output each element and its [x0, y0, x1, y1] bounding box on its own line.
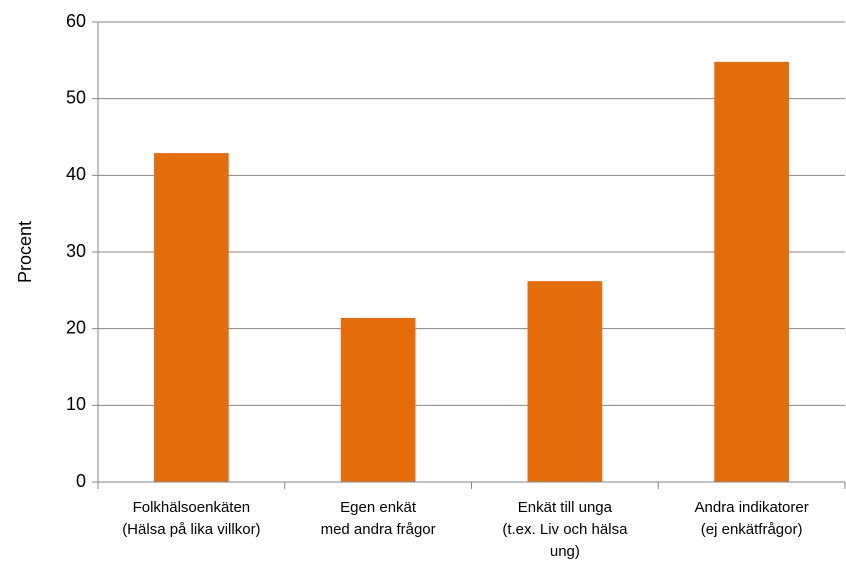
y-tick-label: 30 — [66, 241, 86, 261]
y-tick-label: 20 — [66, 317, 86, 337]
bar — [714, 61, 789, 482]
bar — [340, 317, 416, 482]
y-tick-label: 60 — [66, 11, 86, 31]
x-tick-label: (t.ex. Liv och hälsa — [502, 521, 628, 538]
y-tick-label: 50 — [66, 87, 86, 107]
bar — [527, 281, 603, 482]
x-tick-label: Andra indikatorer — [695, 499, 809, 516]
y-tick-label: 40 — [66, 164, 86, 184]
x-tick-label: Enkät till unga — [518, 499, 613, 516]
x-tick-label: (ej enkätfrågor) — [701, 521, 803, 538]
x-tick-label: Folkhälsoenkäten — [133, 499, 251, 516]
y-axis-title: Procent — [15, 221, 35, 283]
y-tick-label: 10 — [66, 394, 86, 414]
x-tick-label: ung) — [550, 543, 580, 560]
x-tick-label: med andra frågor — [321, 521, 436, 538]
y-tick-label: 0 — [76, 471, 86, 491]
x-tick-label: Egen enkät — [340, 499, 417, 516]
x-tick-label: (Hälsa på lika villkor) — [122, 521, 260, 538]
bar — [154, 153, 229, 482]
